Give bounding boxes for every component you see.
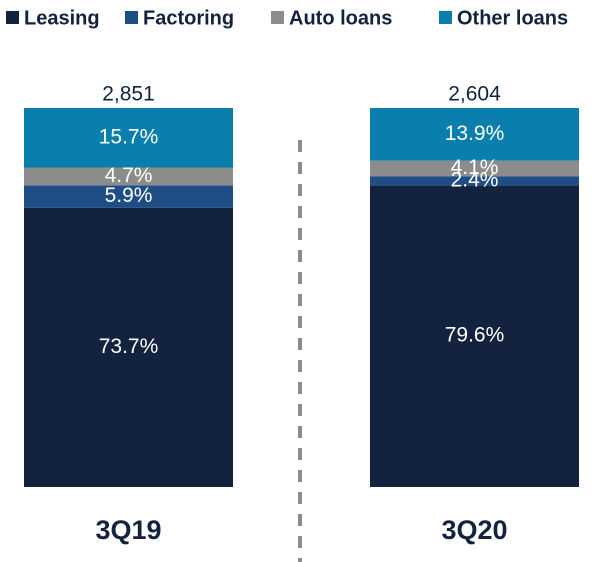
legend-label: Other loans xyxy=(457,7,568,29)
bar-segment xyxy=(370,108,579,161)
legend-label: Auto loans xyxy=(289,7,392,29)
total-label: 2,851 xyxy=(102,83,155,106)
data-label: 4.1% xyxy=(451,156,499,179)
bar-segment xyxy=(370,160,579,177)
bar-segment xyxy=(24,108,233,168)
bar-segment xyxy=(24,185,233,208)
x-tick-label: 3Q20 xyxy=(441,515,507,545)
data-label: 5.9% xyxy=(105,184,153,207)
x-tick-label: 3Q19 xyxy=(95,515,161,545)
bar-segment xyxy=(370,176,579,186)
legend-label: Leasing xyxy=(24,7,100,29)
data-label: 4.7% xyxy=(105,164,153,187)
bar-segment xyxy=(24,207,233,487)
data-label: 15.7% xyxy=(99,125,159,148)
legend-swatch xyxy=(125,11,138,24)
legend-label: Factoring xyxy=(143,7,234,29)
bar-segment xyxy=(370,185,579,488)
data-label: 13.9% xyxy=(445,122,505,145)
legend-swatch xyxy=(271,11,284,24)
data-label: 73.7% xyxy=(99,335,159,358)
legend-swatch xyxy=(439,11,452,24)
bar-segment xyxy=(24,167,233,186)
legend-swatch xyxy=(6,11,19,24)
data-label: 79.6% xyxy=(445,324,505,347)
data-label: 2.4% xyxy=(451,168,499,191)
total-label: 2,604 xyxy=(448,83,501,106)
